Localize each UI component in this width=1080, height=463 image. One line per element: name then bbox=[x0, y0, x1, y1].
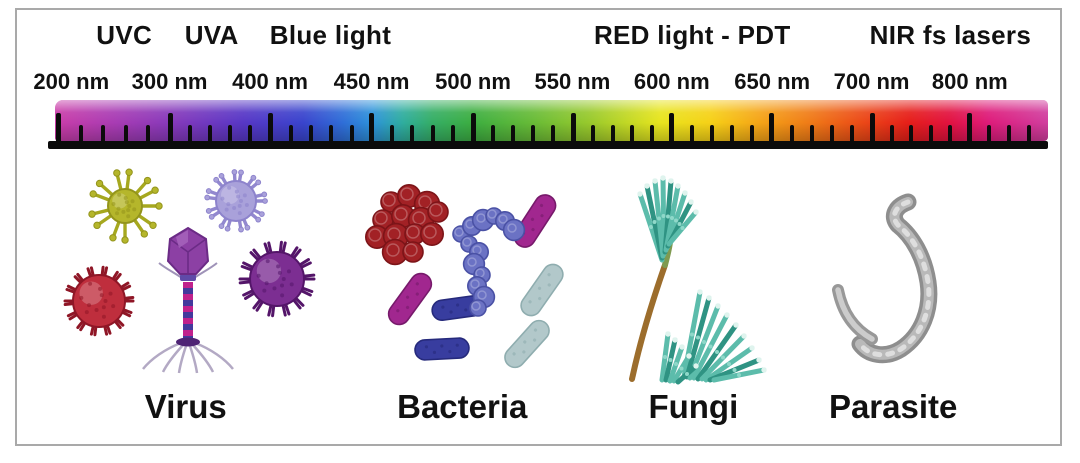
minor-tick bbox=[145, 125, 150, 141]
organism-label-parasite: Parasite bbox=[828, 388, 958, 425]
wavelength-label-400-nm: 400 nm bbox=[232, 69, 308, 94]
minor-tick bbox=[188, 125, 193, 141]
minor-tick bbox=[810, 125, 815, 141]
band-label-blue-light: Blue light bbox=[269, 20, 392, 50]
red-virus-icon bbox=[63, 265, 135, 337]
minor-tick bbox=[850, 125, 855, 141]
minor-tick bbox=[308, 125, 313, 141]
ruler-ticks bbox=[55, 100, 1048, 141]
minor-tick bbox=[349, 125, 354, 141]
minor-tick bbox=[987, 125, 992, 141]
parasite-worm bbox=[832, 193, 938, 364]
minor-tick bbox=[948, 125, 953, 141]
band-label-uvc: UVC bbox=[96, 20, 153, 50]
ruler-baseline bbox=[48, 141, 1048, 149]
wavelength-ruler bbox=[48, 100, 1048, 149]
minor-tick bbox=[450, 125, 455, 141]
purple-virus-icon bbox=[238, 240, 316, 318]
minor-tick bbox=[390, 125, 395, 141]
major-tick bbox=[769, 113, 775, 141]
minor-tick bbox=[909, 125, 914, 141]
wavelength-label-200-nm: 200 nm bbox=[33, 69, 110, 94]
band-label-nir-fs-lasers: NIR fs lasers bbox=[869, 20, 1032, 50]
minor-tick bbox=[709, 125, 714, 141]
minor-tick bbox=[928, 125, 933, 141]
minor-tick bbox=[729, 125, 734, 141]
bacteria-rods bbox=[387, 194, 564, 369]
minor-tick bbox=[511, 125, 516, 141]
minor-tick bbox=[531, 125, 536, 141]
organism-label-bacteria: Bacteria bbox=[397, 388, 528, 425]
parasite-illustration bbox=[832, 193, 938, 364]
minor-tick bbox=[630, 125, 635, 141]
major-tick bbox=[470, 113, 476, 141]
virus-illustration bbox=[63, 168, 316, 374]
lavender-virus-icon bbox=[204, 169, 268, 233]
minor-tick bbox=[491, 125, 496, 141]
wavelength-label-500-nm: 500 nm bbox=[435, 69, 511, 94]
minor-tick bbox=[1027, 125, 1032, 141]
major-tick bbox=[369, 113, 375, 141]
wavelength-label-450-nm: 450 nm bbox=[333, 69, 410, 94]
blue-cocci-chain bbox=[452, 207, 526, 317]
minor-tick bbox=[749, 125, 754, 141]
minor-tick bbox=[551, 125, 556, 141]
minor-tick bbox=[410, 125, 415, 141]
major-tick bbox=[669, 113, 675, 141]
minor-tick bbox=[248, 125, 253, 141]
minor-tick bbox=[79, 125, 84, 141]
minor-tick bbox=[228, 125, 233, 141]
bacteria-illustration bbox=[365, 184, 564, 369]
wavelength-label-650-nm: 650 nm bbox=[734, 69, 811, 94]
organism-label-fungi: Fungi bbox=[648, 388, 739, 425]
fungi-conidiophores bbox=[637, 175, 767, 385]
wavelength-label-800-nm: 800 nm bbox=[931, 69, 1008, 94]
minor-tick bbox=[123, 125, 128, 141]
band-label-red-light-pdt: RED light - PDT bbox=[593, 20, 791, 50]
minor-tick bbox=[208, 125, 213, 141]
minor-tick bbox=[689, 125, 694, 141]
major-tick bbox=[570, 113, 576, 141]
fungi-illustration bbox=[629, 175, 767, 385]
red-cocci-cluster bbox=[365, 184, 449, 266]
minor-tick bbox=[649, 125, 654, 141]
major-tick bbox=[167, 113, 173, 141]
band-label-uva: UVA bbox=[184, 20, 239, 50]
minor-tick bbox=[288, 125, 293, 141]
minor-tick bbox=[101, 125, 106, 141]
minor-tick bbox=[329, 125, 334, 141]
major-tick bbox=[967, 113, 973, 141]
minor-tick bbox=[889, 125, 894, 141]
minor-tick bbox=[591, 125, 595, 141]
wavelength-label-600-nm: 600 nm bbox=[633, 69, 710, 94]
wavelength-label-700-nm: 700 nm bbox=[833, 69, 910, 94]
minor-tick bbox=[790, 125, 794, 141]
major-tick bbox=[56, 113, 62, 141]
minor-tick bbox=[610, 125, 615, 141]
bacteriophage-icon bbox=[142, 226, 234, 374]
wavelength-label-300-nm: 300 nm bbox=[131, 69, 208, 94]
minor-tick bbox=[1007, 125, 1012, 141]
major-tick bbox=[869, 113, 875, 141]
olive-virus-icon bbox=[88, 168, 163, 244]
wavelength-label-550-nm: 550 nm bbox=[534, 69, 611, 94]
organism-label-virus: Virus bbox=[144, 388, 227, 425]
major-tick bbox=[267, 113, 273, 141]
minor-tick bbox=[430, 125, 435, 141]
minor-tick bbox=[830, 125, 835, 141]
